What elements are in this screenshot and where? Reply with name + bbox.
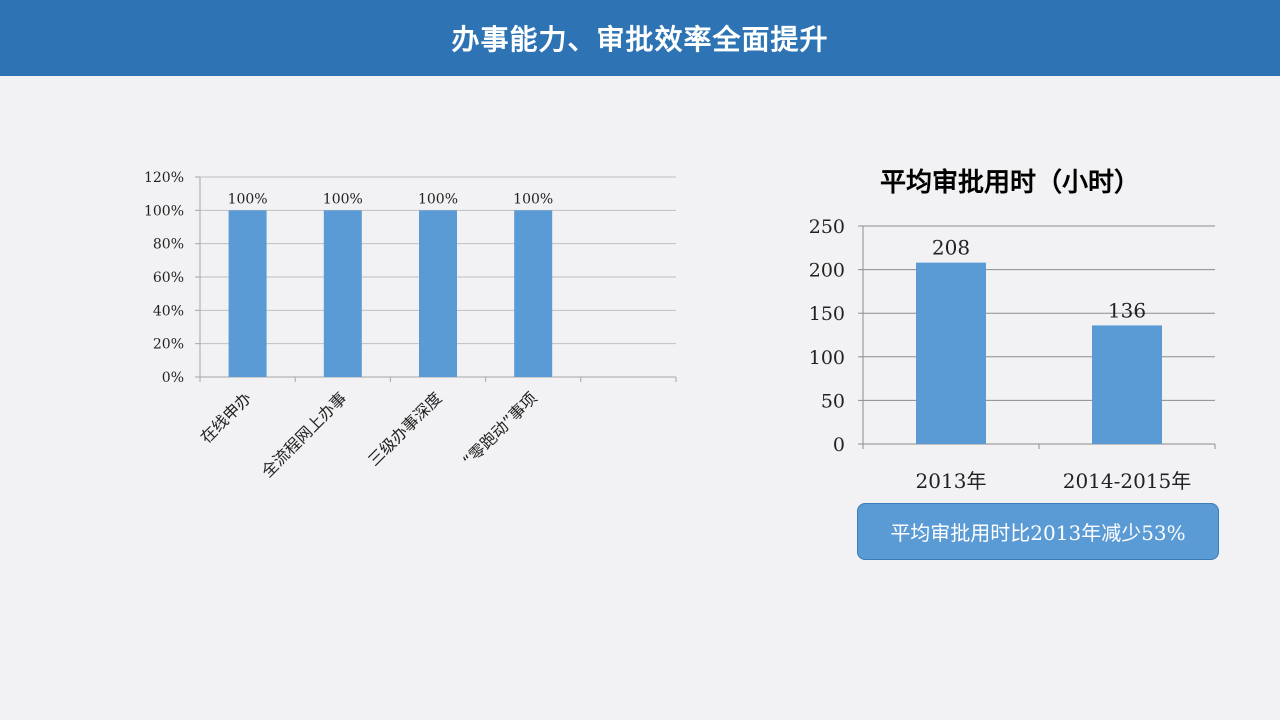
page-title: 办事能力、审批效率全面提升	[451, 23, 829, 56]
summary-callout: 平均审批用时比2013年减少53%	[857, 503, 1219, 560]
y-tick-label: 80%	[153, 237, 184, 253]
bar	[323, 210, 362, 377]
bar	[916, 262, 986, 444]
y-tick-label: 50	[821, 390, 845, 412]
data-label: 100%	[513, 191, 553, 207]
y-tick-label: 60%	[153, 270, 184, 286]
y-tick-label: 200	[809, 260, 845, 282]
bar	[228, 210, 267, 377]
data-label: 100%	[228, 191, 268, 207]
chart-service-capability: 0%20%40%60%80%100%120%100%在线申办100%全流程网上办…	[144, 170, 677, 481]
summary-callout-text: 平均审批用时比2013年减少53%	[890, 521, 1186, 545]
bar	[1092, 325, 1162, 444]
y-tick-label: 0%	[162, 370, 184, 386]
header-bar: 办事能力、审批效率全面提升	[0, 0, 1280, 76]
data-label: 100%	[323, 191, 363, 207]
y-tick-label: 0	[833, 434, 845, 456]
chart-approval-time: 平均审批用时（小时） 0 50 100 150 200 250 208 2013年 136 2014…	[809, 167, 1216, 493]
category-label: 2014-2015年	[1063, 469, 1192, 493]
y-tick-label: 40%	[153, 303, 184, 319]
y-tick-label: 120%	[144, 170, 184, 186]
y-tick-label: 100	[809, 347, 845, 369]
data-label: 136	[1108, 298, 1146, 322]
chart-title: 平均审批用时（小时）	[880, 167, 1140, 198]
bar	[514, 210, 553, 377]
bar	[419, 210, 457, 377]
category-label: 2013年	[916, 469, 987, 493]
data-label: 208	[932, 236, 970, 260]
data-label: 100%	[418, 191, 458, 207]
y-tick-label: 100%	[144, 203, 184, 219]
y-tick-label: 20%	[153, 337, 184, 353]
y-tick-label: 250	[809, 216, 845, 238]
y-tick-label: 150	[809, 303, 845, 325]
